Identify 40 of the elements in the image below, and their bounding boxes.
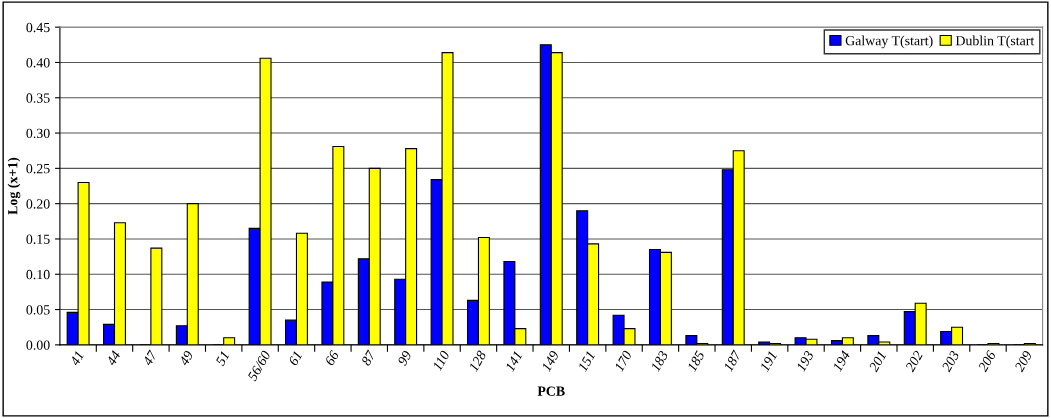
legend-label: Dublin T(start [955, 35, 1035, 49]
y-tick-label: 0.35 [26, 93, 50, 103]
legend-label: Galway T(start) [845, 35, 933, 49]
x-tick-label: 61 [288, 351, 303, 366]
x-tick-label: 183 [650, 350, 669, 373]
y-tick-label: 0.00 [26, 340, 50, 350]
y-tick-label: 0.40 [26, 58, 50, 68]
x-tick-label: 209 [1014, 349, 1033, 373]
x-tick-label: 203 [941, 350, 960, 373]
x-tick-label: 110 [432, 349, 450, 372]
x-tick-label: 151 [577, 351, 596, 373]
x-tick-label: 44 [106, 350, 121, 367]
x-tick-label: 187 [723, 349, 742, 373]
x-tick-label: 41 [69, 351, 84, 367]
x-tick-label: 185 [686, 350, 705, 373]
x-tick-label: 49 [178, 349, 194, 367]
x-axis-title: PCB [537, 386, 565, 396]
y-tick-label: 0.20 [26, 199, 50, 209]
x-tick-label: 141 [504, 351, 523, 372]
x-tick-label: 51 [215, 351, 230, 367]
x-tick-label: 66 [324, 349, 340, 366]
x-tick-label: 87 [360, 349, 376, 367]
x-tick-label: 99 [397, 349, 413, 367]
x-tick-label: 191 [759, 351, 778, 373]
y-tick-label: 0.05 [26, 305, 50, 315]
x-tick-label: 128 [468, 349, 487, 373]
y-tick-label: 0.10 [26, 269, 50, 280]
x-tick-label: 206 [977, 349, 997, 373]
x-tick-label: 201 [868, 351, 887, 373]
x-tick-label: 202 [904, 350, 924, 373]
x-tick-label: 170 [613, 349, 633, 373]
x-tick-label: 47 [142, 349, 158, 367]
x-tick-label: 194 [832, 350, 851, 373]
y-tick-label: 0.45 [26, 22, 50, 33]
x-tick-label: 149 [541, 349, 560, 373]
y-axis-title: Log (x+1) [7, 157, 21, 215]
y-tick-label: 0.30 [26, 128, 50, 139]
y-tick-label: 0.25 [26, 163, 50, 174]
y-tick-label: 0.15 [26, 234, 50, 244]
x-tick-label: 193 [795, 350, 814, 373]
